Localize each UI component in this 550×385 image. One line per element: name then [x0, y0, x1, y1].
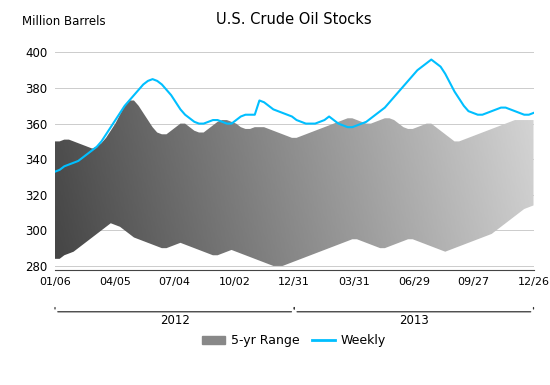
- Title: U.S. Crude Oil Stocks: U.S. Crude Oil Stocks: [217, 12, 372, 27]
- Legend: 5-yr Range, Weekly: 5-yr Range, Weekly: [197, 330, 391, 353]
- Text: 2012: 2012: [160, 314, 190, 327]
- Text: 2013: 2013: [399, 314, 429, 327]
- Text: Million Barrels: Million Barrels: [21, 15, 105, 28]
